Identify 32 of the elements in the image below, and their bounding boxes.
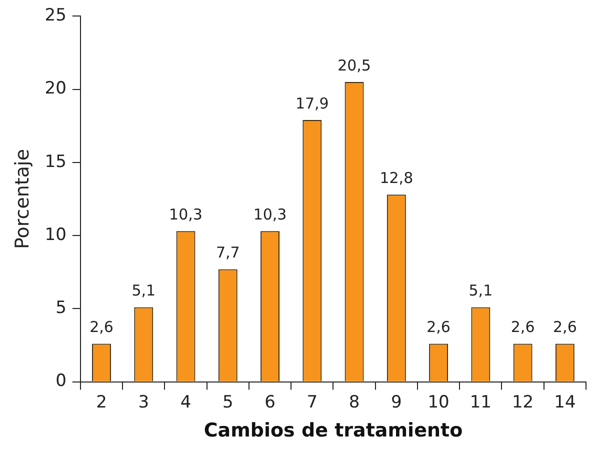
x-tick-label: 7 — [306, 392, 318, 412]
x-tick-label: 14 — [554, 392, 576, 412]
x-tick-label: 3 — [138, 392, 150, 412]
x-tick-label: 11 — [470, 392, 492, 412]
x-tick-label: 10 — [428, 392, 450, 412]
data-label: 20,5 — [338, 56, 371, 74]
x-tick-label: 2 — [96, 392, 107, 412]
data-label: 10,3 — [169, 206, 202, 224]
y-tick-label: 5 — [56, 298, 66, 318]
data-label: 7,7 — [216, 244, 240, 262]
x-tick-label: 12 — [512, 392, 534, 412]
y-tick-label: 0 — [56, 371, 66, 392]
data-label: 2,6 — [426, 318, 450, 336]
y-tick-label: 15 — [44, 152, 66, 172]
x-tick-label: 9 — [391, 392, 402, 412]
data-label: 2,6 — [510, 318, 535, 336]
data-label: 2,6 — [553, 318, 577, 336]
y-tick-label: 25 — [44, 6, 66, 26]
x-tick-label: 4 — [180, 392, 192, 412]
x-tick-label: 5 — [222, 392, 234, 412]
x-tick-label: 8 — [348, 392, 360, 412]
data-label: 2,6 — [90, 318, 114, 336]
x-tick-label: 6 — [264, 392, 276, 412]
data-label: 12,8 — [380, 169, 414, 188]
x-axis-title: Cambios de tratamiento — [204, 420, 463, 442]
data-label: 10,3 — [253, 206, 287, 224]
y-axis-title: Porcentaje — [11, 148, 34, 250]
y-tick-label: 20 — [44, 78, 66, 99]
data-label: 17,9 — [295, 94, 329, 112]
data-label: 5,1 — [132, 282, 156, 300]
data-label: 5,1 — [468, 282, 493, 300]
y-tick-label: 10 — [44, 224, 66, 245]
